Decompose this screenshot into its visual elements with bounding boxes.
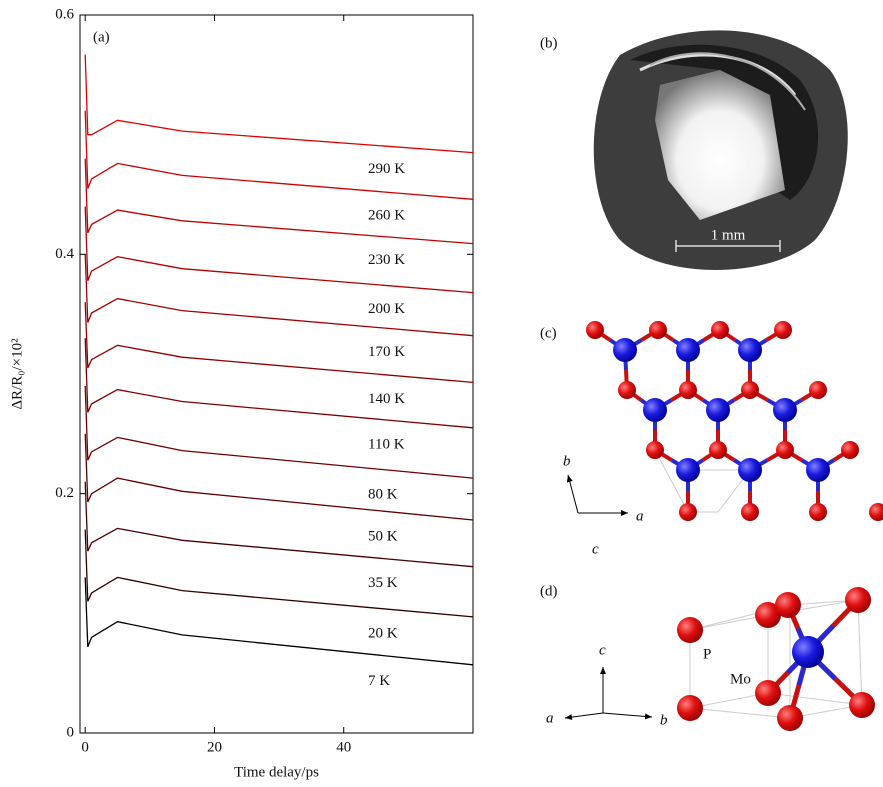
series-label: 260 K xyxy=(368,208,405,224)
atom xyxy=(806,458,830,482)
panel-label: (b) xyxy=(540,35,558,51)
series-label: 80 K xyxy=(368,487,398,503)
y-tick-label: 0.2 xyxy=(55,485,74,501)
atom xyxy=(679,503,697,521)
atom xyxy=(741,503,759,521)
atom xyxy=(755,602,781,628)
series-label: 20 K xyxy=(368,625,398,641)
panel-label: (c) xyxy=(540,325,557,341)
atom xyxy=(646,441,664,459)
atom xyxy=(738,458,762,482)
atom xyxy=(676,458,700,482)
line-series xyxy=(84,54,474,154)
x-tick-label: 40 xyxy=(336,739,351,755)
atom xyxy=(792,636,824,668)
series-label: 7 K xyxy=(368,673,390,689)
x-axis-label: Time delay/ps xyxy=(234,764,319,780)
line-series xyxy=(84,254,474,337)
atom xyxy=(679,381,697,399)
axis-label: c xyxy=(599,642,606,658)
axis-label: a xyxy=(546,710,554,726)
x-tick-label: 20 xyxy=(207,739,222,755)
series-label: 50 K xyxy=(368,528,398,544)
y-tick-label: 0.4 xyxy=(55,246,74,262)
lattice xyxy=(586,321,883,521)
series-label: 290 K xyxy=(368,161,405,177)
atom xyxy=(741,381,759,399)
y-axis-label: ΔR/R₀/×10² xyxy=(9,338,25,410)
axis-arrow xyxy=(564,712,604,721)
atom xyxy=(776,441,794,459)
atom xyxy=(711,321,729,339)
atom xyxy=(774,321,792,339)
axis-label: b xyxy=(660,712,668,728)
line-series xyxy=(84,206,474,294)
atom-label: P xyxy=(703,646,711,662)
y-tick-label: 0 xyxy=(67,724,75,740)
y-tick-label: 0.6 xyxy=(55,6,74,22)
line-series xyxy=(84,481,474,568)
series-label: 200 K xyxy=(368,301,405,317)
atom xyxy=(775,592,801,618)
atom-label: Mo xyxy=(730,671,751,687)
atom xyxy=(849,692,875,718)
atom xyxy=(773,398,797,422)
atom xyxy=(777,705,803,731)
atom xyxy=(809,381,827,399)
unit-cell xyxy=(677,587,875,731)
axis-label: a xyxy=(636,508,644,524)
line-series xyxy=(84,385,474,479)
series-label: 230 K xyxy=(368,252,405,268)
atom xyxy=(809,503,827,521)
atom xyxy=(649,321,667,339)
line-series xyxy=(84,110,474,200)
panel-label: (d) xyxy=(540,583,558,599)
axis-label: b xyxy=(563,453,571,469)
atom xyxy=(618,381,636,399)
axis-label: c xyxy=(592,541,599,557)
atom xyxy=(677,617,703,643)
line-series xyxy=(84,433,474,521)
plot-a: 0 0.2 0.4 0.6 0 20 40 Time delay/ps ΔR/R₀/×10² 29… xyxy=(9,6,474,780)
series-label: 140 K xyxy=(368,391,405,407)
atom xyxy=(709,441,727,459)
atom xyxy=(841,441,859,459)
line-series xyxy=(84,158,474,245)
series-label: 170 K xyxy=(368,344,405,360)
x-tick-label: 0 xyxy=(81,739,89,755)
atom xyxy=(613,338,637,362)
atom xyxy=(643,398,667,422)
series-label: 110 K xyxy=(368,436,405,452)
scale-bar-label: 1 mm xyxy=(711,227,746,243)
line-series xyxy=(84,529,474,618)
atom xyxy=(677,695,703,721)
atom xyxy=(845,587,871,613)
axis-arrow xyxy=(566,474,579,514)
plot-frame xyxy=(79,14,474,734)
atom xyxy=(586,321,604,339)
atom xyxy=(869,503,883,521)
line-series xyxy=(84,338,474,429)
line-series xyxy=(84,577,474,666)
atom xyxy=(706,398,730,422)
axis-arrow xyxy=(602,712,653,720)
series-label: 35 K xyxy=(368,575,398,591)
atom xyxy=(738,338,762,362)
crystal-photo xyxy=(593,30,848,270)
atom xyxy=(676,338,700,362)
line-series xyxy=(84,302,474,384)
panel-label: (a) xyxy=(93,29,110,45)
atom xyxy=(755,680,781,706)
